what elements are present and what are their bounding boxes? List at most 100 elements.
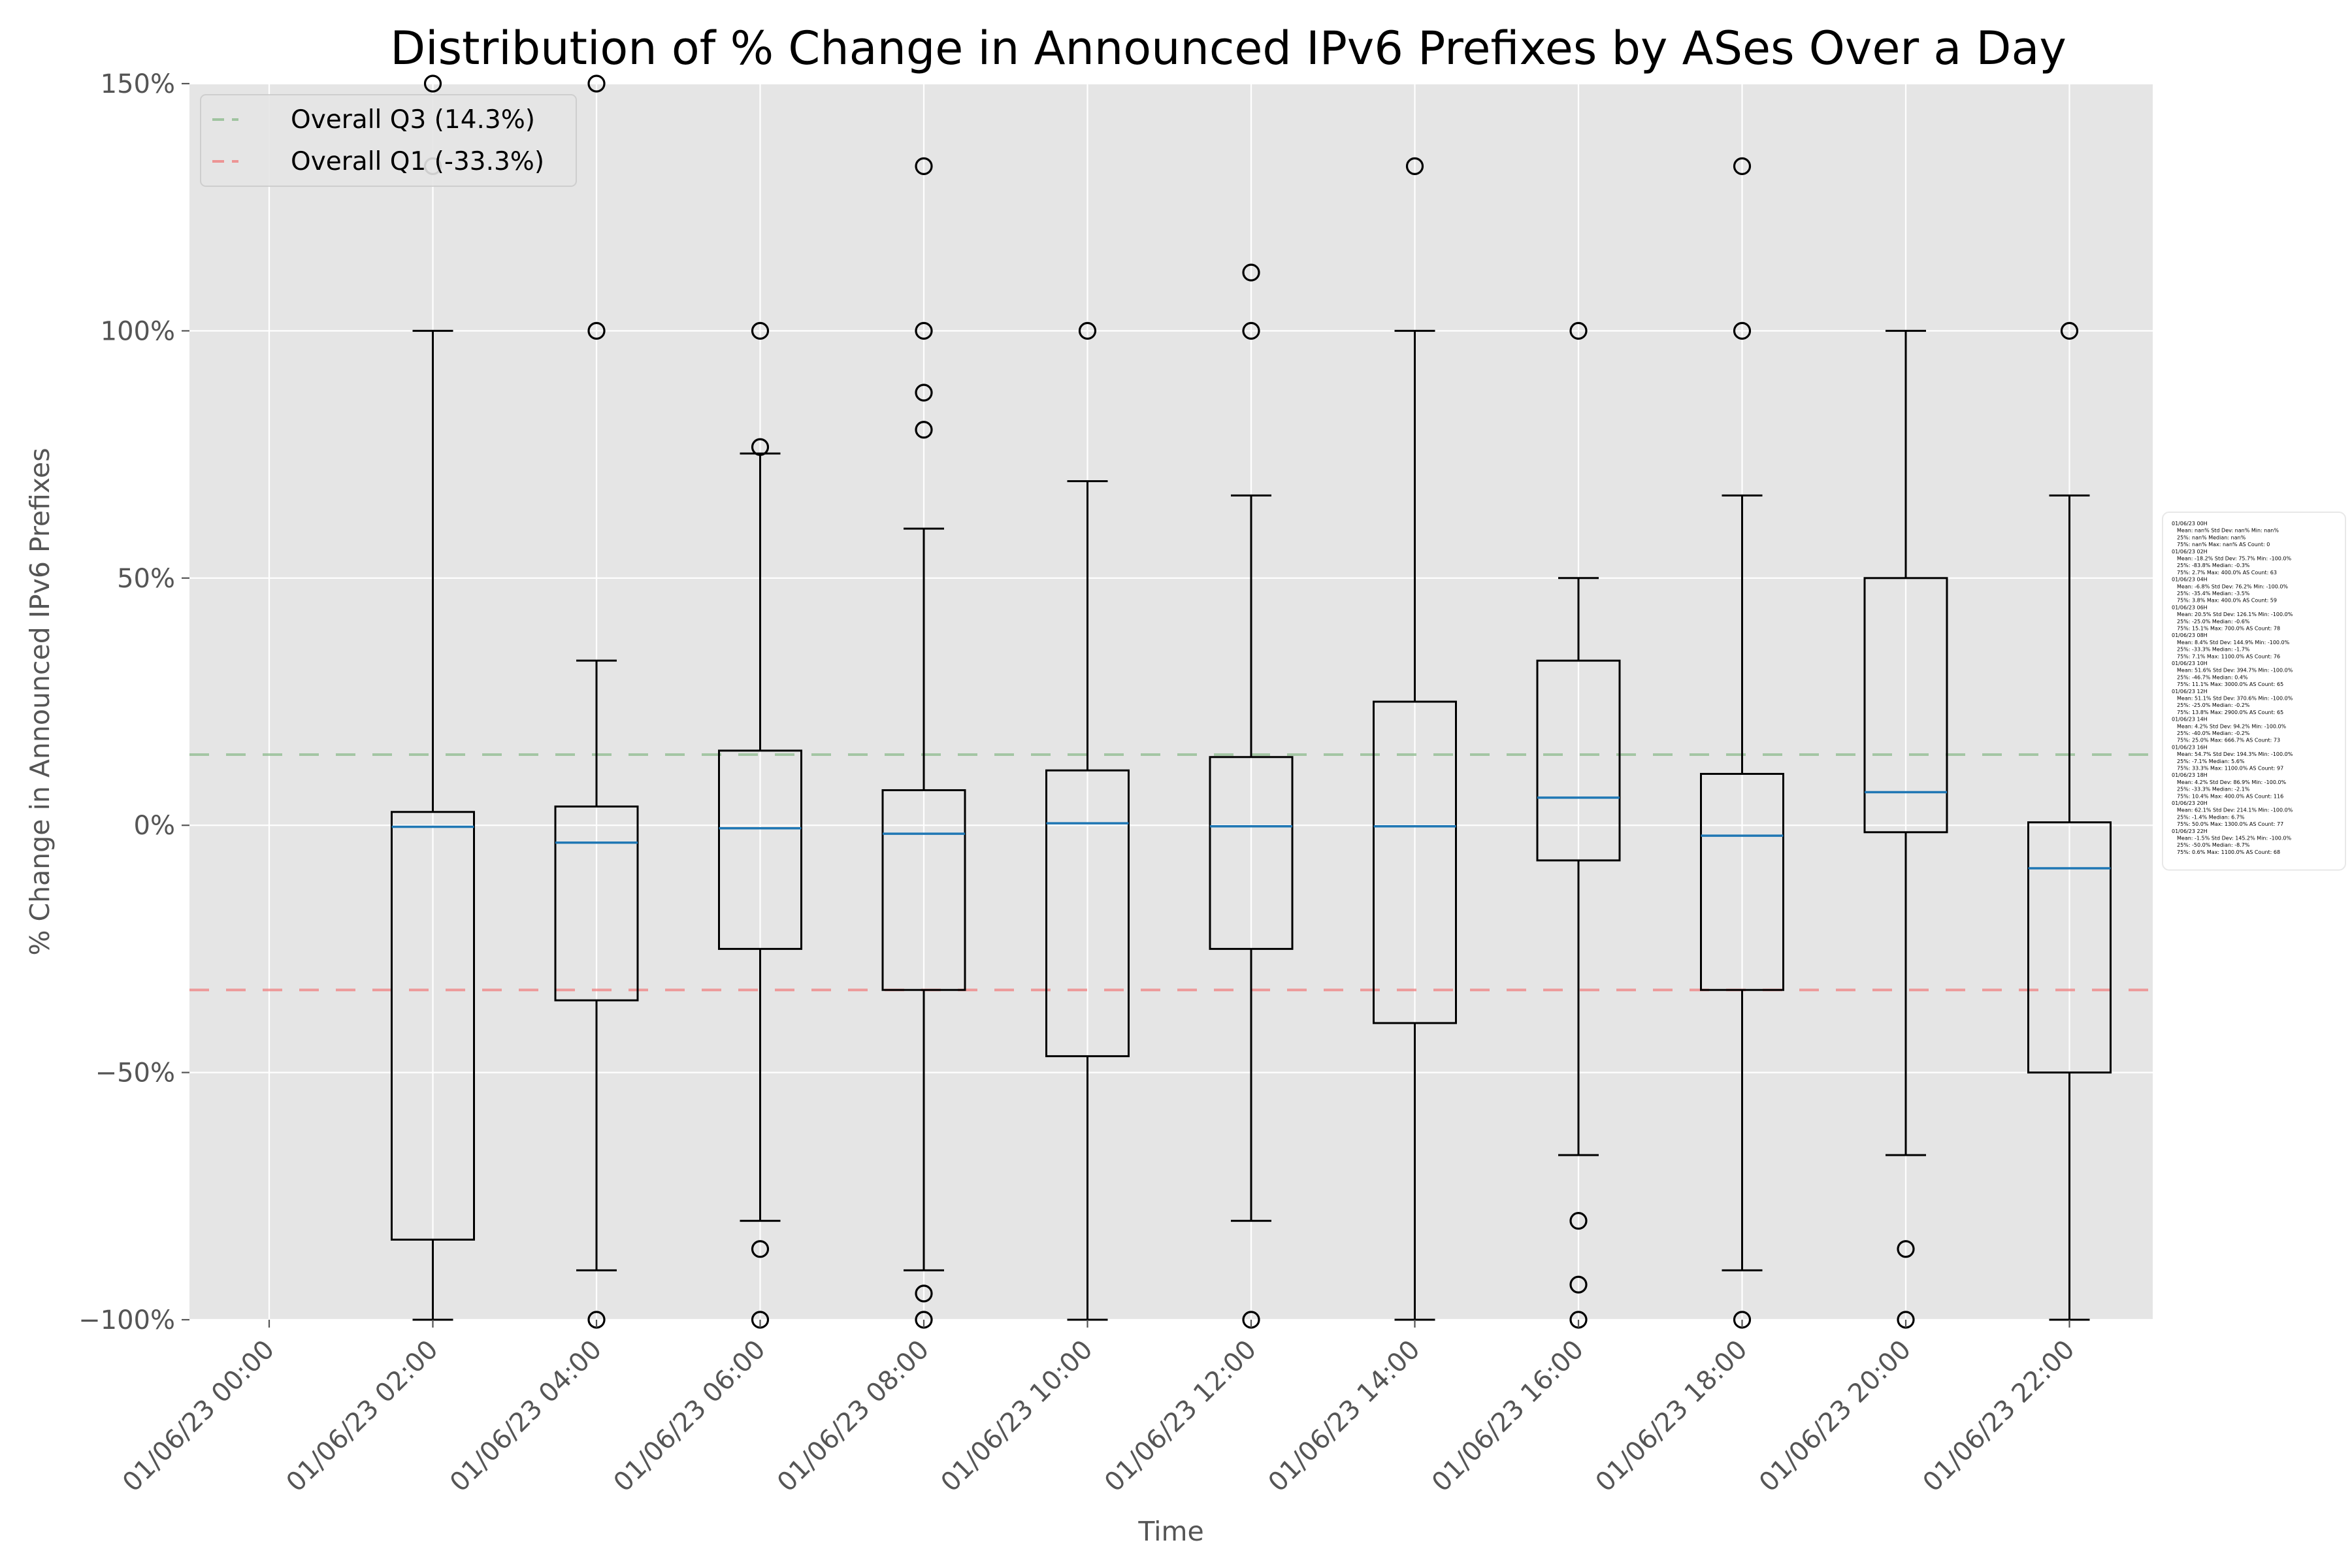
stats-line: 25%: -46.7% Median: 0.4%: [2177, 674, 2248, 680]
stats-line: 01/06/23 12H: [2172, 689, 2208, 694]
stats-line: 01/06/23 06H: [2172, 604, 2208, 610]
stats-line: 25%: -83.8% Median: -0.3%: [2177, 563, 2250, 568]
stats-line: 75%: 25.0% Max: 666.7% AS Count: 73: [2177, 738, 2280, 743]
outlier-point: [1569, 1212, 1588, 1230]
stats-line: Mean: 51.1% Std Dev: 370.6% Min: -100.0%: [2177, 696, 2293, 702]
outlier-point: [915, 421, 933, 439]
stats-line: 01/06/23 10H: [2172, 661, 2208, 666]
stats-line: Mean: 62.1% Std Dev: 214.1% Min: -100.0%: [2177, 808, 2293, 813]
stats-line: 75%: 15.1% Max: 700.0% AS Count: 78: [2177, 626, 2280, 632]
x-axis-title: Time: [1137, 1516, 1203, 1547]
stats-line: 25%: -40.0% Median: -0.2%: [2177, 730, 2250, 736]
box-iqr: [1045, 769, 1130, 1058]
box-iqr: [881, 789, 966, 991]
stats-line: Mean: -1.5% Std Dev: 145.2% Min: -100.0%: [2177, 836, 2292, 841]
outlier-point: [915, 1284, 933, 1303]
stats-line: Mean: -6.8% Std Dev: 76.2% Min: -100.0%: [2177, 583, 2288, 589]
stats-line: 01/06/23 18H: [2172, 772, 2208, 778]
box-series: [391, 74, 2112, 1329]
stats-line: 75%: 50.0% Max: 1300.0% AS Count: 77: [2177, 821, 2283, 827]
y-axis-title: % Change in Announced IPv6 Prefixes: [24, 448, 56, 955]
y-tick-label: 150%: [101, 69, 175, 99]
outlier-point: [915, 384, 933, 402]
stats-line: 25%: -25.0% Median: -0.2%: [2177, 702, 2250, 708]
y-tick-label: 0%: [134, 811, 175, 841]
outlier-point: [751, 321, 770, 340]
legend-label: Overall Q1 (-33.3%): [291, 147, 544, 176]
box-iqr: [391, 811, 475, 1241]
box-1: [391, 74, 475, 1321]
box-iqr: [1373, 700, 1457, 1024]
stats-line: 01/06/23 04H: [2172, 577, 2208, 583]
plot-area: [189, 84, 2153, 1320]
stats-line: 75%: 7.1% Max: 1100.0% AS Count: 76: [2177, 653, 2280, 659]
stats-line: 01/06/23 00H: [2172, 521, 2208, 527]
outlier-point: [1078, 321, 1097, 340]
stats-line: 01/06/23 22H: [2172, 828, 2208, 834]
legend-label: Overall Q3 (14.3%): [291, 105, 535, 135]
stats-line: 75%: 2.7% Max: 400.0% AS Count: 63: [2177, 570, 2277, 576]
box-iqr: [2027, 821, 2112, 1074]
stats-line: 01/06/23 20H: [2172, 800, 2208, 806]
stats-box-frame: [2162, 512, 2346, 871]
stats-line: 25%: -1.4% Median: 6.7%: [2177, 814, 2245, 820]
box-10: [1863, 329, 1948, 1329]
stats-line: 75%: 33.3% Max: 1100.0% AS Count: 97: [2177, 766, 2283, 772]
box-9: [1700, 157, 1784, 1329]
stats-line: 01/06/23 16H: [2172, 744, 2208, 750]
stats-line: Mean: 51.6% Std Dev: 394.7% Min: -100.0%: [2177, 668, 2293, 674]
stats-line: Mean: 54.7% Std Dev: 194.3% Min: -100.0%: [2177, 751, 2293, 757]
box-iqr: [554, 805, 639, 1002]
outlier-point: [423, 74, 442, 93]
stats-line: 25%: -35.4% Median: -3.5%: [2177, 591, 2250, 596]
stats-line: Mean: 8.4% Std Dev: 144.9% Min: -100.0%: [2177, 640, 2290, 645]
outlier-point: [1242, 321, 1260, 340]
stats-line: 75%: 3.8% Max: 400.0% AS Count: 59: [2177, 598, 2277, 604]
box-iqr: [718, 749, 802, 950]
outlier-point: [1569, 321, 1588, 340]
outlier-point: [751, 1240, 770, 1258]
box-2: [554, 74, 639, 1329]
outlier-point: [915, 321, 933, 340]
y-tick-label: 50%: [117, 564, 175, 594]
outlier-point: [1733, 157, 1752, 175]
y-tick-label: 100%: [101, 316, 175, 346]
stats-line: 25%: -7.1% Median: 5.6%: [2177, 759, 2245, 764]
stats-line: Mean: 20.5% Std Dev: 126.1% Min: -100.0%: [2177, 612, 2293, 617]
box-iqr: [1536, 659, 1621, 862]
stats-line: 25%: -25.0% Median: -0.6%: [2177, 619, 2250, 625]
stats-line: Mean: 4.2% Std Dev: 94.2% Min: -100.0%: [2177, 723, 2287, 729]
box-8: [1536, 321, 1621, 1329]
y-axis-ticks: −100% −50% 0% 50% 100% 150%: [78, 69, 189, 1335]
legend-frame: [200, 94, 577, 187]
stats-line: 25%: -33.3% Median: -2.1%: [2177, 787, 2250, 792]
outlier-point: [1733, 321, 1752, 340]
stats-line: 75%: 0.6% Max: 1100.0% AS Count: 68: [2177, 849, 2280, 855]
stats-line: 01/06/23 08H: [2172, 632, 2208, 638]
box-iqr: [1863, 577, 1948, 834]
stats-line: 25%: nan% Median: nan%: [2177, 534, 2246, 540]
outlier-point: [2060, 321, 2079, 340]
legend: Overall Q3 (14.3%) Overall Q1 (-33.3%): [200, 94, 577, 187]
stats-line: 01/06/23 02H: [2172, 549, 2208, 555]
stats-line: 01/06/23 14H: [2172, 717, 2208, 723]
outlier-point: [1242, 263, 1260, 282]
box-4: [881, 157, 966, 1329]
stats-line: 75%: 13.8% Max: 2900.0% AS Count: 65: [2177, 710, 2283, 715]
stats-line: 25%: -50.0% Median: -8.7%: [2177, 842, 2250, 848]
outlier-point: [1897, 1240, 1915, 1258]
stats-line: 75%: nan% Max: nan% AS Count: 0: [2177, 542, 2270, 547]
stats-line: 75%: 10.4% Max: 400.0% AS Count: 116: [2177, 793, 2283, 799]
outlier-point: [751, 438, 770, 456]
y-tick-label: −100%: [78, 1305, 175, 1335]
outlier-point: [915, 157, 933, 175]
stats-line: Mean: 4.2% Std Dev: 86.9% Min: -100.0%: [2177, 779, 2287, 785]
stats-line: 25%: -33.3% Median: -1.7%: [2177, 647, 2250, 653]
box-iqr: [1700, 772, 1784, 991]
outlier-point: [587, 74, 606, 93]
box-5: [1045, 321, 1130, 1321]
outlier-point: [1405, 157, 1424, 175]
outlier-point: [1569, 1275, 1588, 1294]
